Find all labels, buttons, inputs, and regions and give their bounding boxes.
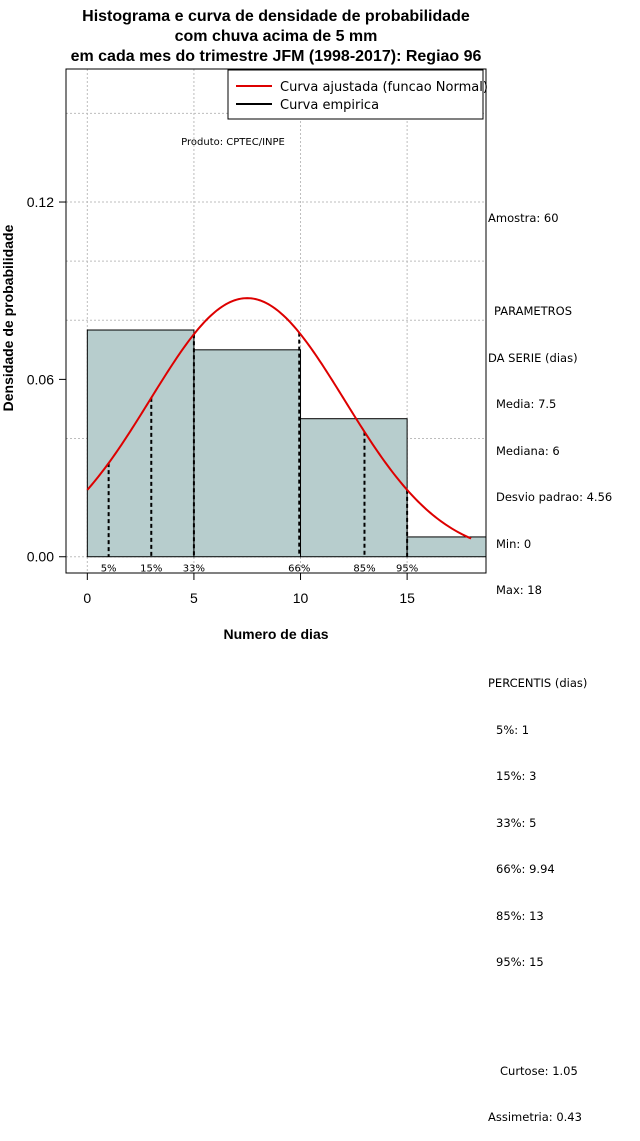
normal-curve: [86, 297, 472, 540]
legend: Curva ajustada (funcao Normal) Curva emp…: [227, 69, 488, 120]
legend-box: [227, 69, 484, 120]
parameters-title-2: DA SERIE (dias): [488, 350, 578, 365]
stat-std-dev: Desvio padrao: 4.56: [496, 490, 613, 504]
percentile-95: 95%: 15: [496, 955, 544, 969]
chart-title-line-2: com chuva acima de 5 mm: [175, 28, 378, 45]
stat-mean: Media: 7.5: [496, 397, 557, 411]
normal-curve-line: [86, 297, 472, 540]
percentile-label: 95%: [396, 564, 418, 575]
sample-size: Amostra: 60: [488, 211, 559, 225]
axes: 0 5 10 15 0.00 0.06 0.12: [27, 194, 415, 606]
histogram-bar: [86, 329, 195, 558]
y-tick-label: 0.06: [27, 371, 54, 387]
stat-skewness: Assimetria: 0.43: [488, 1110, 582, 1124]
stat-median: Mediana: 6: [496, 443, 560, 458]
x-axis-title: Numero de dias: [223, 626, 328, 642]
stat-min: Min: 0: [496, 536, 532, 551]
y-tick-label: 0.00: [27, 549, 54, 565]
statistics-panel: Amostra: 60 PARAMETROS DA SERIE (dias) M…: [488, 180, 638, 1141]
y-tick-label: 0.12: [27, 194, 54, 210]
percentile-label: 15%: [140, 564, 162, 575]
percentile-33: 33%: 5: [496, 815, 537, 830]
parameters-title-1: PARAMETROS: [494, 304, 573, 318]
x-tick-label: 10: [293, 590, 309, 606]
chart-title-line-1: Histograma e curva de densidade de proba…: [82, 8, 470, 25]
percentile-markers: 5% 15% 33% 66% 85% 95%: [101, 332, 418, 575]
histogram-bars: [86, 329, 487, 558]
stat-kurtosis: Curtose: 1.05: [500, 1063, 578, 1078]
histogram-bar: [300, 418, 408, 558]
percentiles-title: PERCENTIS (dias): [488, 676, 588, 690]
x-tick-label: 0: [83, 590, 91, 606]
legend-label-normal-curve: Curva ajustada (funcao Normal): [280, 80, 488, 95]
histogram-chart: 5% 15% 33% 66% 85% 95% 0 5 10 15 0.00 0.06 0.12 His…: [0, 8, 488, 642]
percentile-label: 33%: [183, 564, 205, 575]
percentile-5: 5%: 1: [496, 722, 530, 737]
x-tick-label: 15: [399, 590, 415, 606]
histogram-bar: [193, 349, 302, 558]
percentile-66: 66%: 9.94: [496, 862, 555, 876]
chart-title-line-3: em cada mes do trimestre JFM (1998-2017)…: [71, 48, 482, 65]
percentile-label: 5%: [101, 564, 117, 575]
stat-max: Max: 18: [496, 583, 542, 597]
product-annotation: Produto: CPTEC/INPE: [181, 137, 285, 148]
percentile-85: 85%: 13: [496, 908, 544, 923]
y-axis-title: Densidade de probabilidade: [0, 224, 16, 411]
percentile-15: 15%: 3: [496, 769, 537, 783]
x-tick-label: 5: [190, 590, 198, 606]
histogram-bar: [406, 536, 487, 558]
percentile-label: 66%: [288, 564, 310, 575]
legend-label-empirical-curve: Curva empirica: [280, 98, 379, 113]
percentile-label: 85%: [353, 564, 375, 575]
